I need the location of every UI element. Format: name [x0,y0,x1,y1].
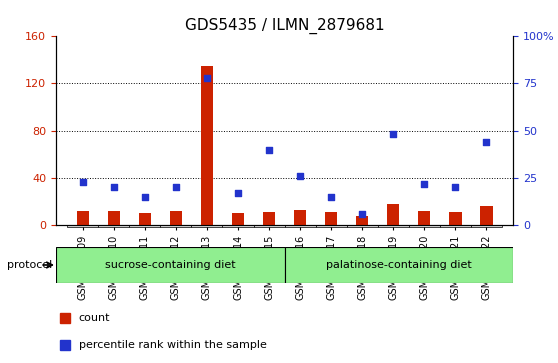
Bar [325,212,338,225]
Text: count: count [79,313,110,323]
FancyBboxPatch shape [98,225,129,227]
Bar [201,66,213,225]
FancyBboxPatch shape [347,225,378,227]
FancyBboxPatch shape [56,247,285,283]
Point [171,184,180,190]
Bar [294,210,306,225]
Point [389,131,398,137]
FancyBboxPatch shape [409,225,440,227]
FancyBboxPatch shape [253,225,285,227]
FancyBboxPatch shape [285,225,316,227]
Bar [449,212,461,225]
FancyBboxPatch shape [440,225,471,227]
Point [451,184,460,190]
Bar [263,212,275,225]
FancyBboxPatch shape [191,225,223,227]
FancyBboxPatch shape [129,225,160,227]
Point [264,147,273,152]
Title: GDS5435 / ILMN_2879681: GDS5435 / ILMN_2879681 [185,17,384,33]
Point [326,194,335,200]
Bar [232,213,244,225]
Bar [387,204,400,225]
Bar [356,216,368,225]
Text: protocol: protocol [7,260,52,270]
FancyBboxPatch shape [285,247,513,283]
Bar [76,211,89,225]
Point [234,190,243,196]
Point [78,179,87,184]
Text: percentile rank within the sample: percentile rank within the sample [79,340,267,350]
Text: sucrose-containing diet: sucrose-containing diet [105,260,235,270]
Point [296,173,305,179]
Point [203,75,211,81]
Point [141,194,150,200]
FancyBboxPatch shape [68,225,98,227]
Point [420,181,429,187]
Bar [418,211,430,225]
FancyBboxPatch shape [316,225,347,227]
Text: palatinose-containing diet: palatinose-containing diet [326,260,472,270]
Bar [480,206,493,225]
FancyBboxPatch shape [160,225,191,227]
Bar [139,213,151,225]
FancyBboxPatch shape [471,225,502,227]
Bar [108,211,120,225]
FancyBboxPatch shape [223,225,253,227]
Point [109,184,118,190]
Point [482,139,491,145]
FancyBboxPatch shape [378,225,409,227]
Bar [170,211,182,225]
Point [358,211,367,217]
